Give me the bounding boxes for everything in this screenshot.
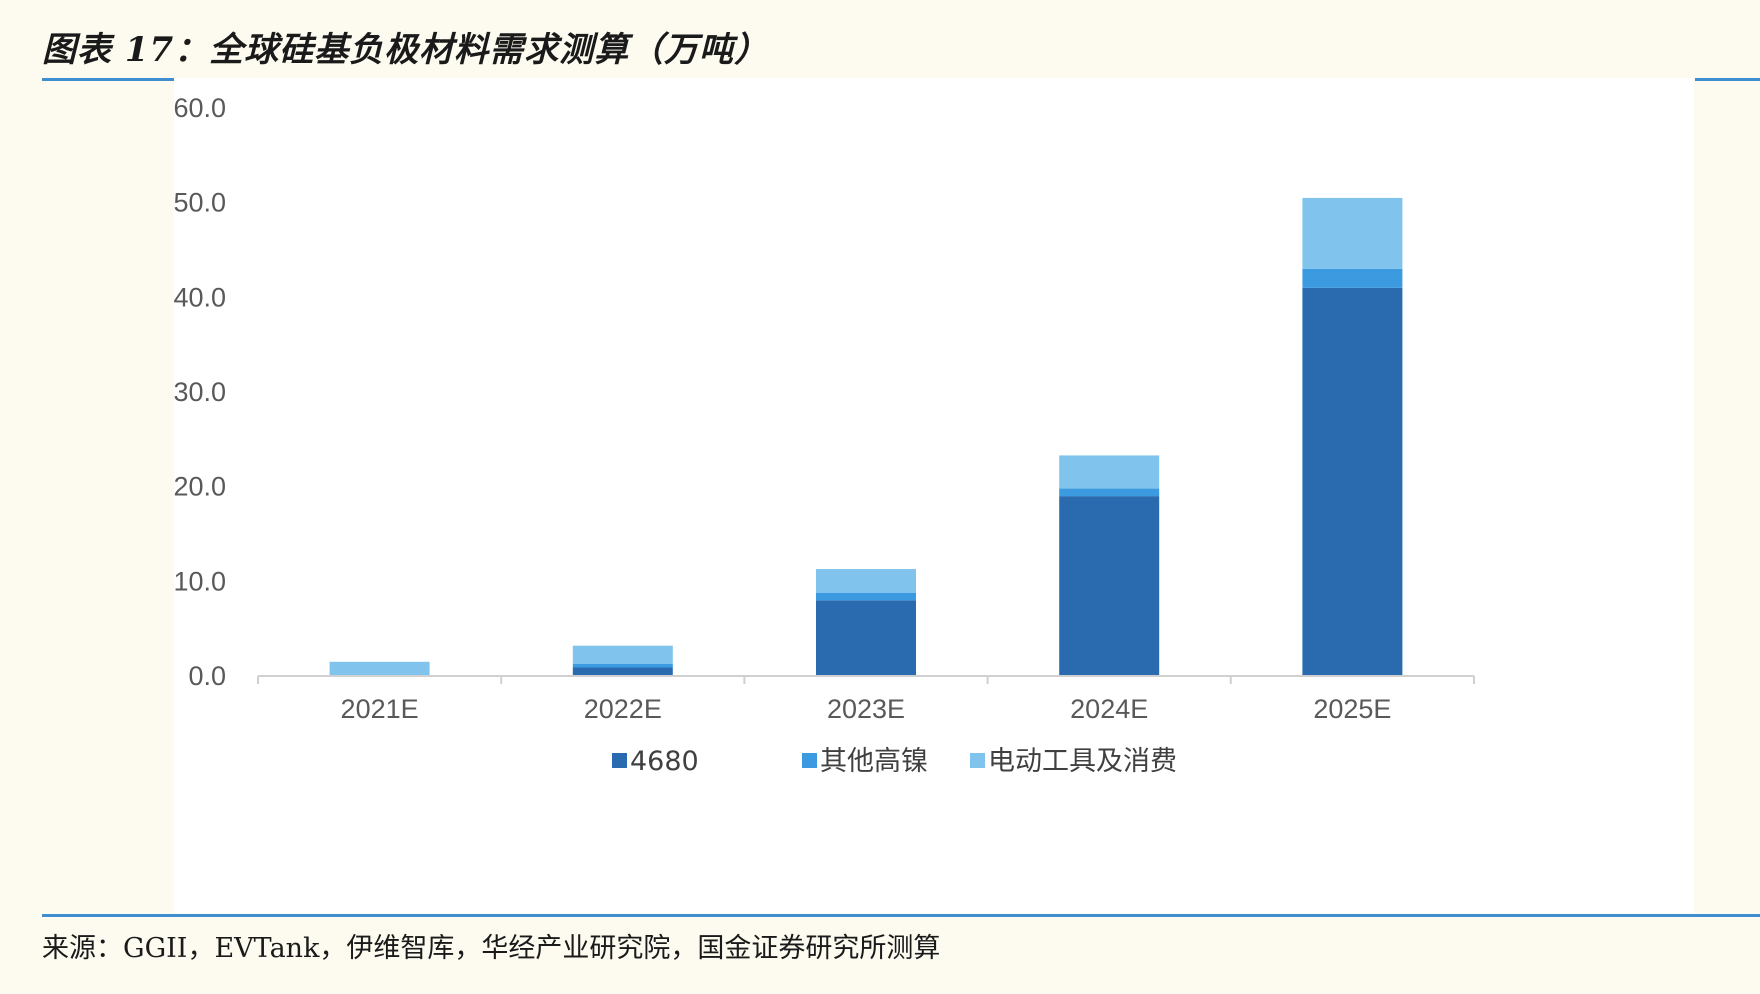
footer-rule — [42, 914, 1760, 917]
y-tick-label: 50.0 — [174, 188, 226, 218]
x-axis: 2021E 2022E 2023E 2024E 2025E — [257, 675, 1475, 724]
y-axis: 0.0 10.0 20.0 30.0 40.0 50.0 60.0 — [174, 93, 226, 691]
legend-label: 4680 — [630, 746, 699, 777]
bar-segment-power-tools-consumer — [816, 569, 916, 593]
title-rule-left — [42, 78, 174, 81]
y-tick-label: 0.0 — [188, 661, 226, 691]
legend-item-other-high-nickel: 其他高镍 — [802, 746, 928, 777]
bar-segment-power-tools-consumer — [572, 645, 673, 664]
y-tick-label: 10.0 — [174, 566, 226, 596]
bar-segment-4680 — [816, 600, 916, 676]
y-tick-label: 40.0 — [174, 282, 226, 312]
x-tick-label: 2023E — [827, 694, 905, 724]
legend: 4680 其他高镍 电动工具及消费 — [612, 746, 1177, 777]
bar-segment-other-high-nickel — [572, 663, 673, 668]
x-tick-label: 2024E — [1070, 694, 1148, 724]
x-tick-label: 2021E — [341, 694, 419, 724]
bars — [329, 197, 1403, 676]
x-tick-label: 2022E — [584, 694, 662, 724]
y-tick-label: 20.0 — [174, 472, 226, 502]
source-note: 来源：GGII，EVTank，伊维智库，华经产业研究院，国金证券研究所测算 — [42, 933, 941, 964]
bar-segment-4680 — [1059, 496, 1160, 676]
y-tick-label: 30.0 — [174, 377, 226, 407]
bar-segment-power-tools-consumer — [1302, 197, 1403, 269]
chart-title: 图表 17：全球硅基负极材料需求测算（万吨） — [42, 30, 770, 70]
chart-panel: 0.0 10.0 20.0 30.0 40.0 50.0 60.0 2021E 2022E 20… — [174, 78, 1694, 913]
bar-segment-power-tools-consumer — [329, 661, 430, 676]
bar-segment-4680 — [572, 667, 673, 676]
legend-swatch — [970, 753, 985, 768]
y-tick-label: 60.0 — [174, 93, 226, 123]
bar-segment-power-tools-consumer — [1059, 455, 1160, 489]
bar-segment-other-high-nickel — [1059, 488, 1160, 497]
title-rule-right — [1695, 78, 1760, 81]
legend-item-4680: 4680 — [612, 746, 699, 777]
stacked-bar-chart: 0.010.020.030.040.050.060.0 2021E 2022E 20… — [174, 93, 1475, 777]
legend-swatch — [802, 753, 817, 768]
bar-segment-4680 — [1302, 287, 1403, 676]
bar-segment-other-high-nickel — [1302, 268, 1403, 288]
legend-label: 电动工具及消费 — [988, 746, 1177, 777]
legend-label: 其他高镍 — [820, 746, 928, 777]
legend-item-power-tools-consumer: 电动工具及消费 — [970, 746, 1177, 777]
legend-swatch — [612, 753, 627, 768]
bar-segment-other-high-nickel — [816, 592, 916, 601]
x-tick-label: 2025E — [1313, 694, 1391, 724]
